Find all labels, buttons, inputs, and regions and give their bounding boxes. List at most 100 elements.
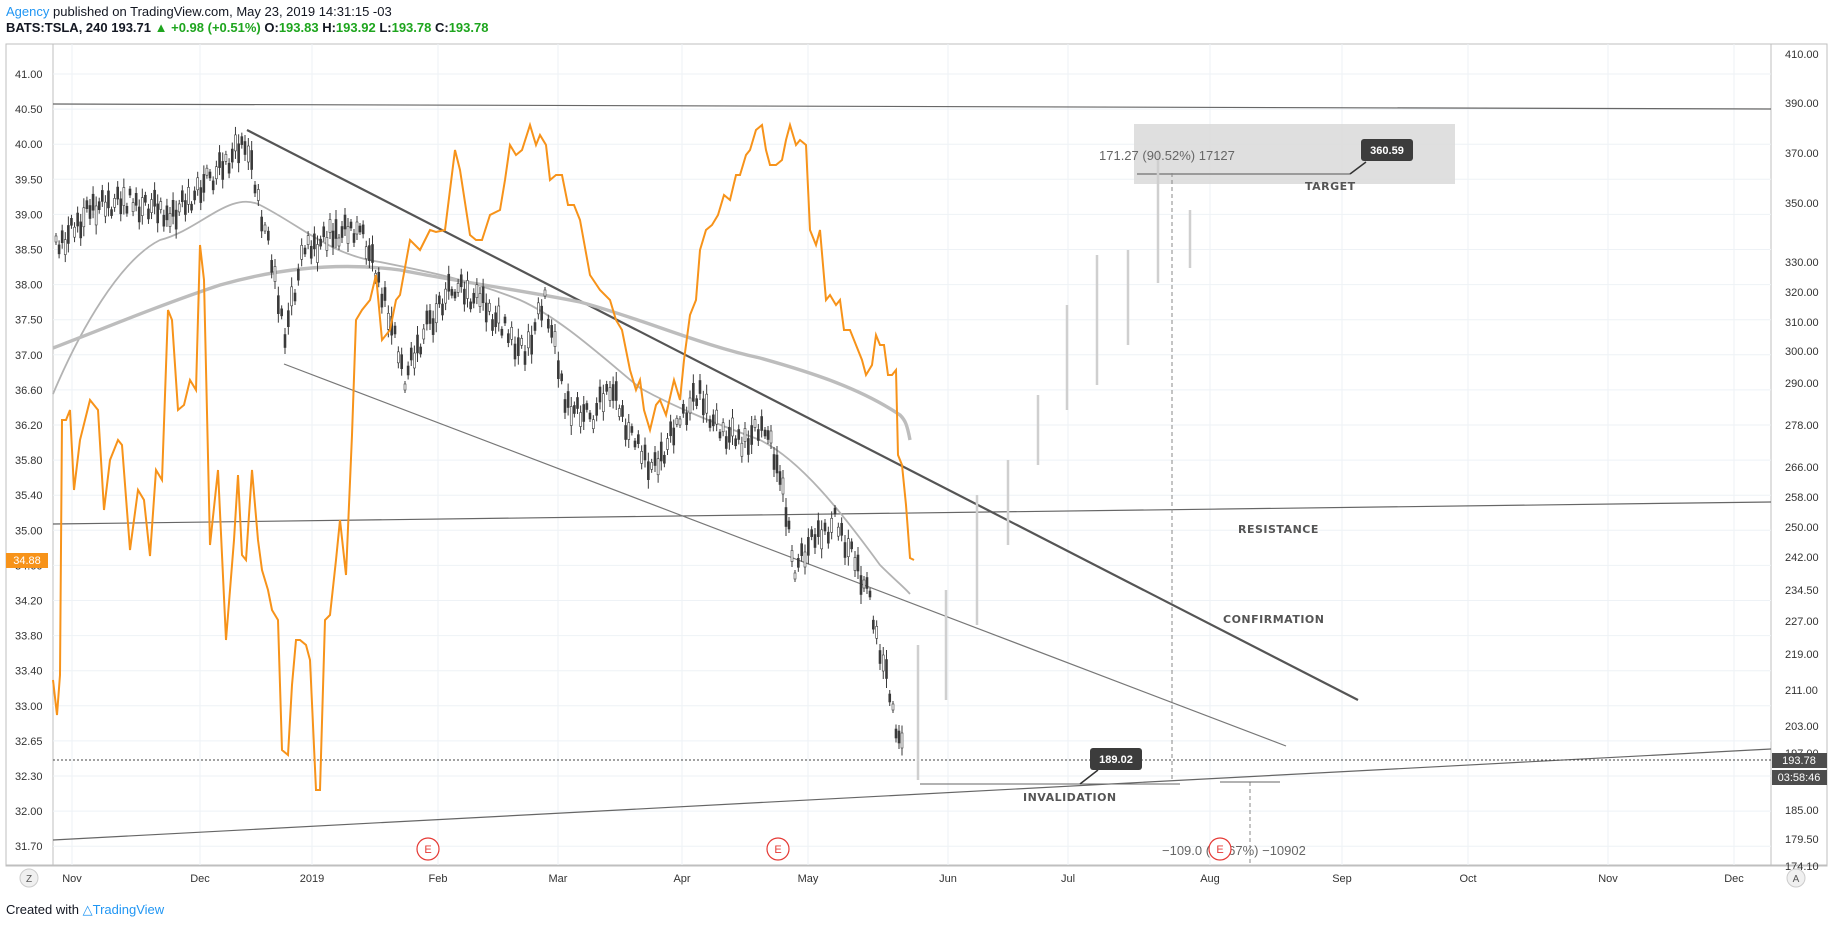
candle-body: [478, 293, 482, 307]
candle-body: [76, 212, 79, 227]
target-price-callout[interactable]: 360.59: [1349, 139, 1413, 175]
candle-body: [193, 190, 196, 201]
candle-body: [79, 221, 83, 239]
right-tick-label: 310.00: [1785, 317, 1819, 329]
close-label: C:: [434, 20, 449, 35]
right-tick-label: 278.00: [1785, 420, 1819, 432]
candle-body: [230, 148, 234, 163]
candle-body: [579, 412, 582, 427]
candle-body: [331, 230, 335, 248]
candle-body: [466, 280, 469, 299]
candle-body: [322, 226, 326, 238]
downtrend-line-upper[interactable]: [246, 129, 1359, 701]
candle-body: [585, 403, 589, 410]
candle-body: [507, 333, 510, 343]
confirmation-label[interactable]: CONFIRMATION: [1223, 613, 1324, 626]
right-tick-label: 266.00: [1785, 462, 1819, 474]
candle-body: [640, 451, 643, 464]
candle-body: [576, 397, 579, 409]
target-label[interactable]: TARGET: [1305, 180, 1356, 193]
candle-body: [393, 325, 397, 335]
candle-body: [144, 194, 147, 203]
candle-body: [605, 384, 608, 392]
low-value: 193.78: [391, 20, 432, 35]
candle-body: [853, 557, 857, 571]
svg-text:03:58:46: 03:58:46: [1778, 772, 1821, 784]
earnings-marker-1[interactable]: E: [416, 837, 440, 861]
candle-body: [778, 471, 782, 485]
right-tick-label: 350.00: [1785, 198, 1819, 210]
candle-body: [273, 266, 277, 282]
candle-body: [343, 214, 347, 230]
candle-body: [453, 291, 457, 299]
close-value: 193.78: [448, 20, 489, 35]
right-tick-label: 390.00: [1785, 98, 1819, 110]
candle-body: [630, 426, 634, 433]
candle-body: [107, 190, 110, 209]
candle-body: [475, 284, 479, 298]
candle-body: [682, 404, 685, 414]
earnings-marker-3[interactable]: E: [1208, 837, 1232, 861]
right-tick-label: 410.00: [1785, 49, 1819, 61]
candle-body: [82, 207, 86, 228]
candle-body: [553, 331, 557, 347]
candle-body: [328, 219, 332, 233]
overlay-series-line[interactable]: [52, 121, 915, 791]
time-tick-label: Mar: [549, 873, 568, 885]
candle-body: [165, 205, 169, 221]
candle-body: [313, 233, 316, 250]
downtrend-line-lower[interactable]: [283, 363, 1287, 747]
candle-body: [159, 201, 163, 210]
candle-body: [705, 393, 708, 414]
svg-text:E: E: [424, 844, 431, 856]
candle-body: [54, 235, 58, 243]
candle-body: [784, 507, 788, 527]
candle-body: [592, 419, 595, 429]
time-axis[interactable]: Nov Dec 2019 Feb Mar Apr May Jun Jul Aug Sep Oct Nov…: [62, 873, 1744, 885]
right-tick-label: 219.00: [1785, 649, 1819, 661]
candle-body: [60, 230, 64, 244]
candle-body: [598, 386, 602, 403]
candle-body: [520, 338, 523, 346]
candle-body: [168, 213, 172, 227]
invalidation-label[interactable]: INVALIDATION: [1023, 791, 1117, 804]
author-link[interactable]: Agency: [6, 4, 50, 19]
candle-body: [827, 531, 830, 544]
last-price: 193.71: [111, 20, 151, 35]
right-tick-label: 250.00: [1785, 522, 1819, 534]
candle-body: [566, 391, 570, 408]
earnings-marker-2[interactable]: E: [766, 837, 790, 861]
right-corner-button[interactable]: A: [1786, 868, 1806, 888]
time-tick-label: Jun: [939, 873, 957, 885]
candle-body: [875, 626, 878, 639]
time-tick-label: Nov: [62, 873, 82, 885]
candle-body: [760, 416, 763, 431]
candle-body: [300, 245, 303, 260]
candle-body: [484, 302, 488, 323]
candle-body: [383, 287, 387, 301]
right-price-axis[interactable]: 410.00 390.00 370.00 350.00 330.00 320.00 310.…: [1785, 49, 1819, 873]
candle-body: [800, 543, 803, 556]
candle-body: [712, 414, 715, 427]
chart-canvas[interactable]: 41.00 40.50 40.00 39.50 39.00 38.50 38.00 37.50…: [0, 0, 1828, 900]
candle-body: [666, 438, 669, 450]
candle-body: [669, 421, 672, 437]
left-price-axis[interactable]: 41.00 40.50 40.00 39.50 39.00 38.50 38.00 37.50…: [15, 69, 43, 853]
left-corner-button[interactable]: Z: [19, 868, 39, 888]
resistance-label[interactable]: RESISTANCE: [1238, 523, 1319, 536]
candle-body: [253, 184, 257, 194]
candle-body: [633, 440, 637, 448]
candle-body: [718, 431, 722, 439]
candle-body: [708, 419, 712, 428]
tradingview-logo-icon[interactable]: △: [82, 902, 93, 917]
invalidation-price-callout[interactable]: 189.02: [1079, 748, 1142, 785]
candle-body: [319, 238, 322, 247]
candle-body: [757, 429, 760, 441]
candle-body: [775, 454, 779, 474]
tradingview-link[interactable]: TradingView: [92, 902, 165, 917]
candle-body: [865, 577, 869, 589]
symbol-label[interactable]: BATS:TSLA, 240: [6, 20, 108, 35]
candle-body: [122, 187, 126, 206]
candle-body: [397, 351, 400, 364]
low-label: L:: [379, 20, 392, 35]
